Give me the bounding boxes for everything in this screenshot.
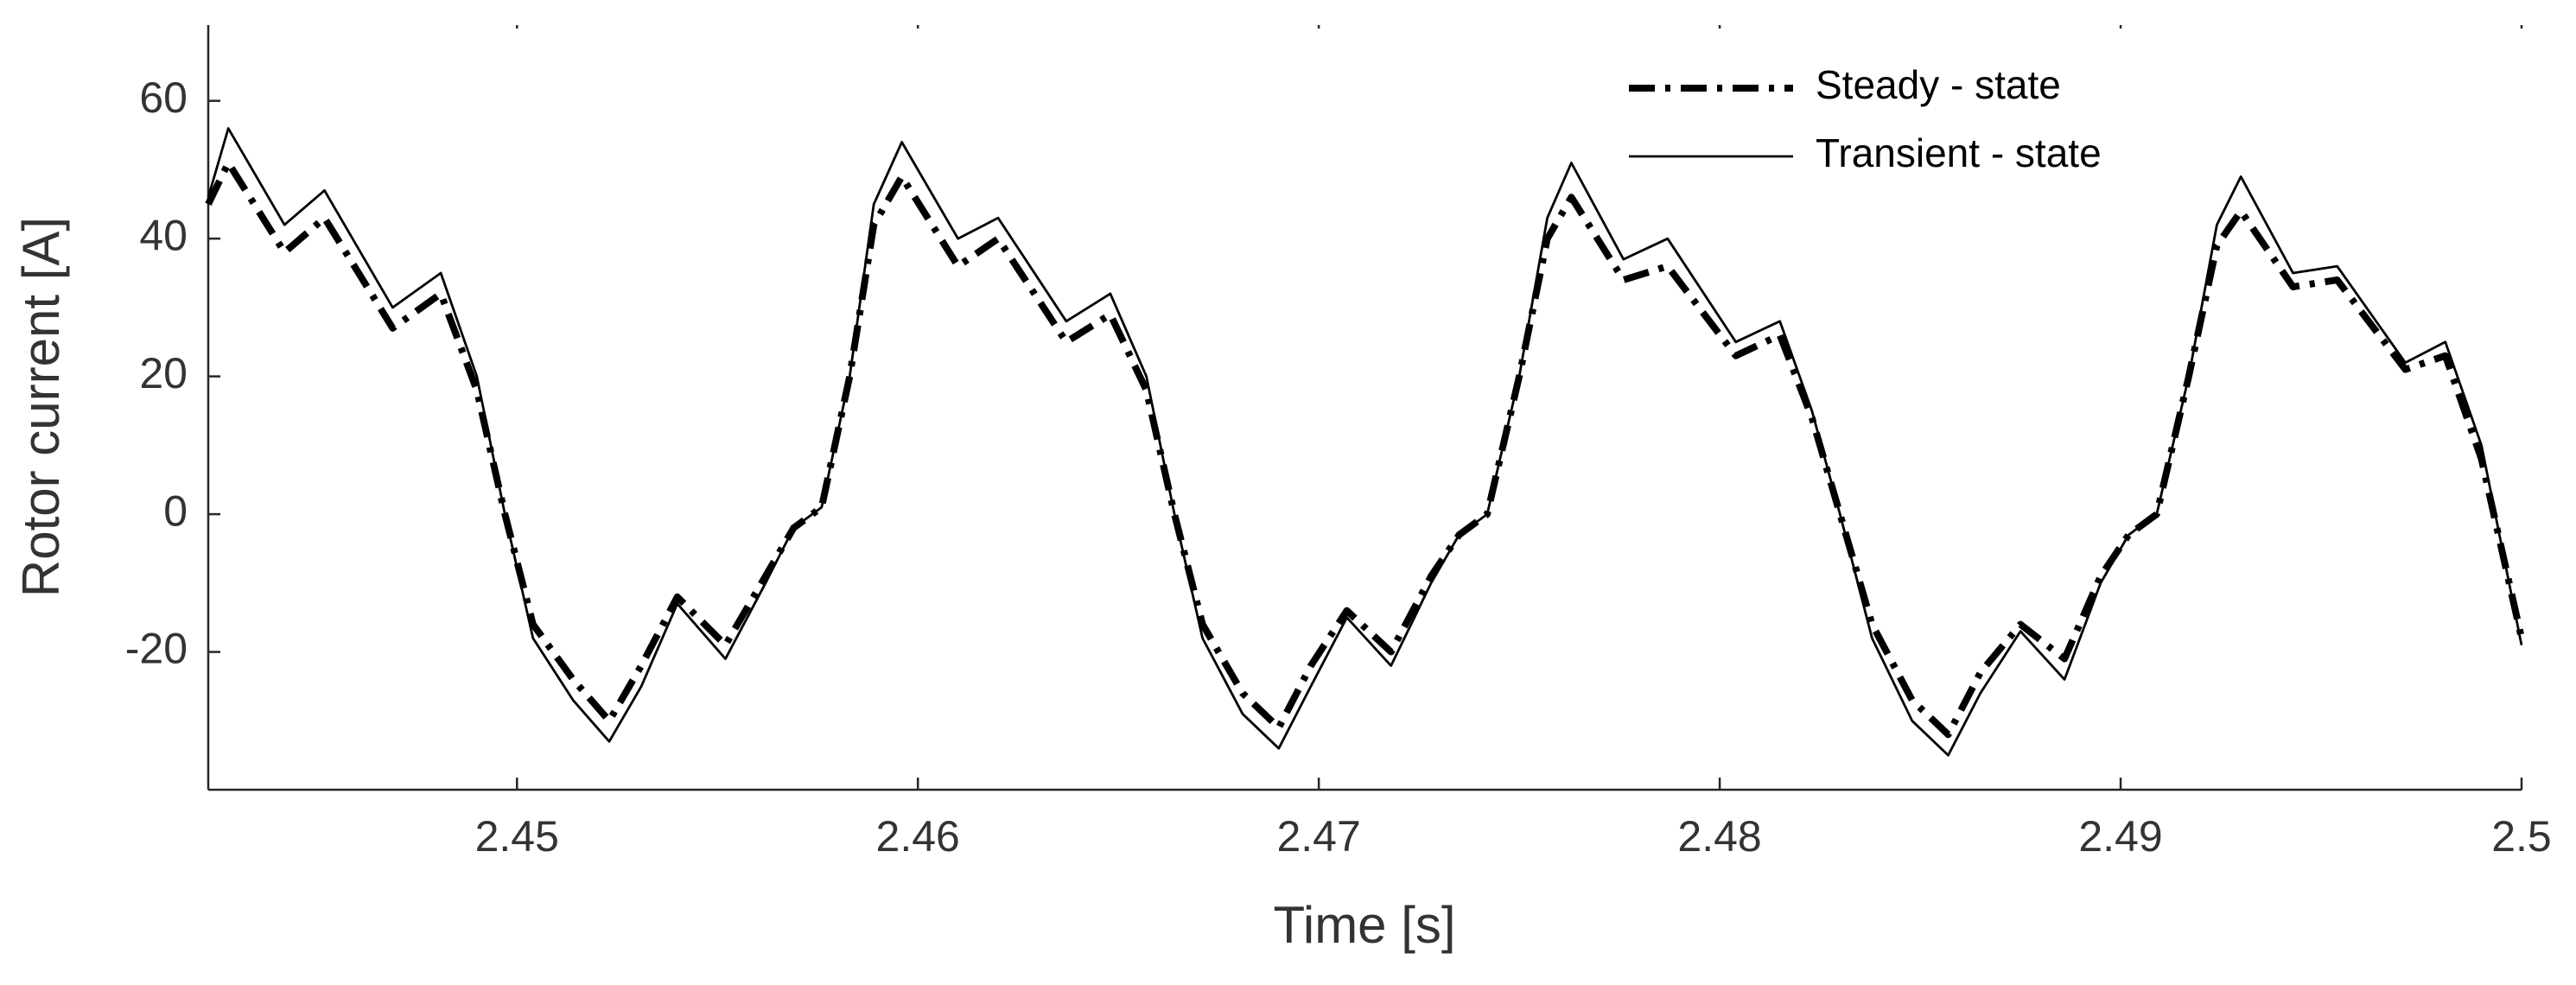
x-tick-label: 2.49 bbox=[2078, 812, 2162, 861]
x-tick-label: 2.46 bbox=[876, 812, 960, 861]
y-tick-label: 20 bbox=[139, 349, 188, 397]
legend-label: Transient - state bbox=[1816, 130, 2102, 175]
y-tick-label: 60 bbox=[139, 73, 188, 122]
x-tick-label: 2.45 bbox=[475, 812, 559, 861]
series-line bbox=[207, 127, 2523, 757]
y-axis-label: Rotor current [A] bbox=[12, 217, 70, 597]
y-tick-label: 40 bbox=[139, 211, 188, 259]
y-tick-label: 0 bbox=[163, 486, 188, 535]
legend-label: Steady - state bbox=[1816, 62, 2061, 107]
x-tick-label: 2.48 bbox=[1677, 812, 1761, 861]
x-tick-label: 2.47 bbox=[1276, 812, 1360, 861]
x-tick-label: 2.5 bbox=[2491, 812, 2552, 861]
y-tick-label: -20 bbox=[125, 625, 188, 673]
series-line bbox=[205, 159, 2525, 739]
x-axis-label: Time [s] bbox=[1273, 896, 1455, 954]
